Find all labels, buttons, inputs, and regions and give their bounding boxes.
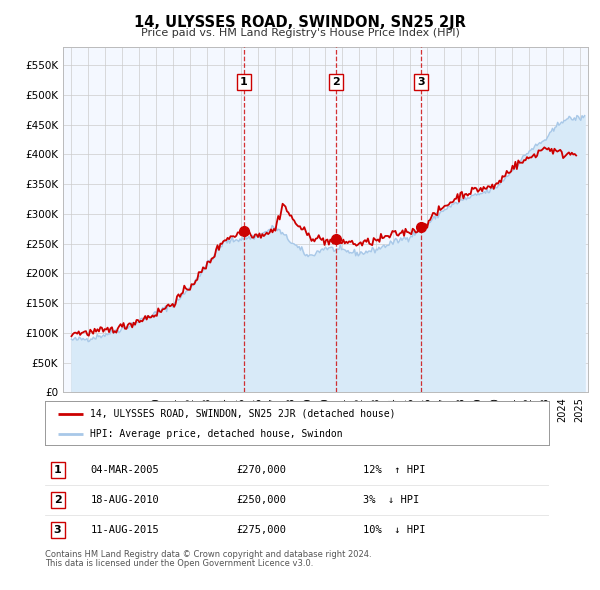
Text: Contains HM Land Registry data © Crown copyright and database right 2024.: Contains HM Land Registry data © Crown c…: [45, 550, 371, 559]
Text: 11-AUG-2015: 11-AUG-2015: [91, 525, 159, 535]
Text: 04-MAR-2005: 04-MAR-2005: [91, 465, 159, 475]
Text: 3: 3: [54, 525, 61, 535]
Text: £275,000: £275,000: [236, 525, 287, 535]
Text: HPI: Average price, detached house, Swindon: HPI: Average price, detached house, Swin…: [91, 430, 343, 440]
Text: 3: 3: [417, 77, 424, 87]
Text: 2: 2: [332, 77, 340, 87]
Text: 1: 1: [54, 465, 61, 475]
Text: This data is licensed under the Open Government Licence v3.0.: This data is licensed under the Open Gov…: [45, 559, 313, 568]
Text: 12%  ↑ HPI: 12% ↑ HPI: [362, 465, 425, 475]
Text: £250,000: £250,000: [236, 495, 287, 505]
Text: 14, ULYSSES ROAD, SWINDON, SN25 2JR: 14, ULYSSES ROAD, SWINDON, SN25 2JR: [134, 15, 466, 30]
Text: 18-AUG-2010: 18-AUG-2010: [91, 495, 159, 505]
Text: Price paid vs. HM Land Registry's House Price Index (HPI): Price paid vs. HM Land Registry's House …: [140, 28, 460, 38]
Text: 14, ULYSSES ROAD, SWINDON, SN25 2JR (detached house): 14, ULYSSES ROAD, SWINDON, SN25 2JR (det…: [91, 409, 396, 418]
Text: 3%  ↓ HPI: 3% ↓ HPI: [362, 495, 419, 505]
Text: 1: 1: [240, 77, 248, 87]
Text: 10%  ↓ HPI: 10% ↓ HPI: [362, 525, 425, 535]
Text: 2: 2: [54, 495, 61, 505]
Text: £270,000: £270,000: [236, 465, 287, 475]
